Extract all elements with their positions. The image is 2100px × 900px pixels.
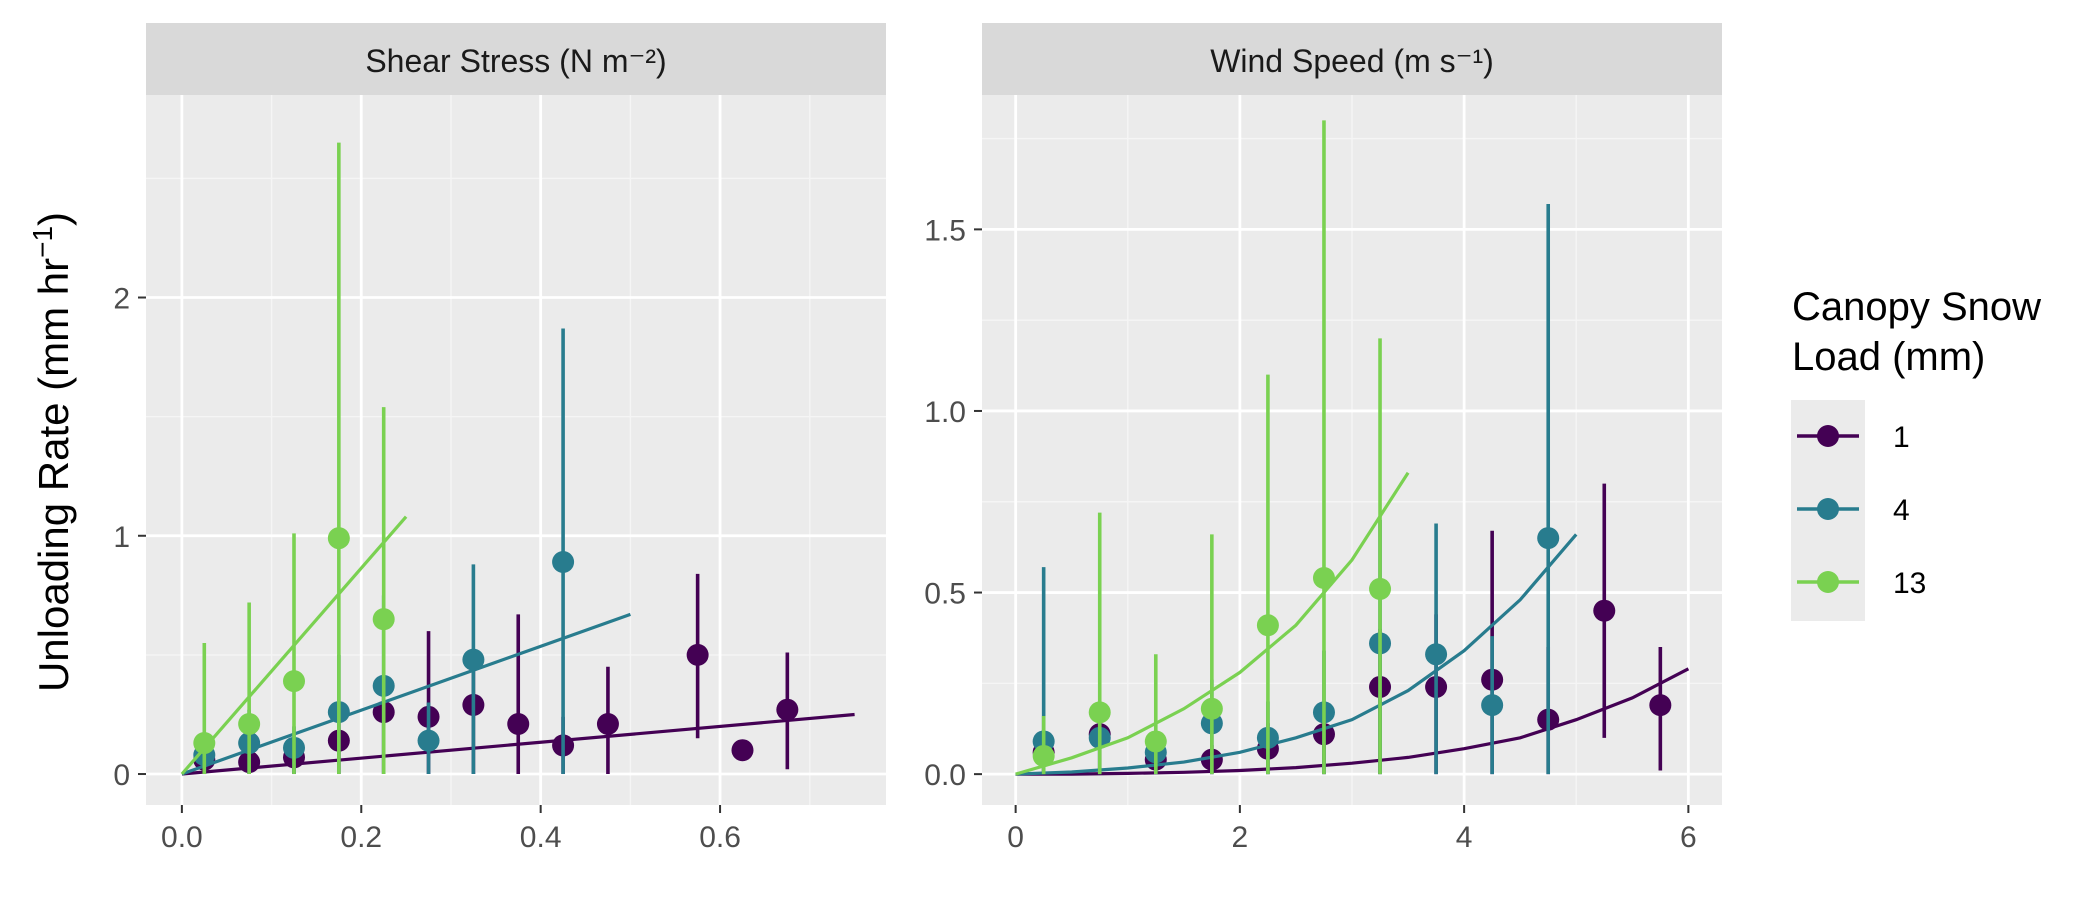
y-tick-label: 1.0 xyxy=(924,396,966,429)
x-tick-label: 6 xyxy=(1680,821,1697,854)
y-tick-label: 0 xyxy=(113,759,130,792)
data-point xyxy=(1537,527,1560,550)
data-point xyxy=(552,550,575,573)
chart-panels: Shear Stress (N m⁻²)0.0 0.2 0.4 0.6012Wind … xyxy=(113,23,1722,854)
data-point xyxy=(1481,694,1504,717)
data-point xyxy=(1144,730,1167,753)
legend: Canopy Snow Load (mm) 1 4 13 xyxy=(1791,285,2041,621)
x-tick-label: 0.2 xyxy=(340,821,382,854)
legend-label: 1 xyxy=(1893,421,1910,454)
panel-title: Shear Stress (N m⁻²) xyxy=(365,43,666,79)
data-point xyxy=(776,698,799,721)
data-point xyxy=(1425,643,1448,666)
data-point xyxy=(1088,701,1111,724)
panel-1: Shear Stress (N m⁻²) 0.0 0.2 0.4 0.6 0 1 2 xyxy=(113,23,886,854)
data-point xyxy=(193,732,216,755)
fit-line-1 xyxy=(1015,667,1690,776)
data-point xyxy=(462,648,485,671)
data-point xyxy=(1200,697,1223,720)
legend-label: 13 xyxy=(1893,567,1926,600)
legend-label: 4 xyxy=(1893,494,1910,527)
legend-keys: 1 4 13 xyxy=(1797,421,1926,600)
panel-strip xyxy=(146,23,886,95)
data-point xyxy=(1593,599,1616,622)
legend-key-point xyxy=(1817,425,1839,447)
fit-line-4 xyxy=(1015,533,1578,776)
y-axis-title-main: Unloading Rate (mm hr xyxy=(30,258,77,692)
y-tick-label: 1 xyxy=(113,521,130,554)
legend-title-line2: Load (mm) xyxy=(1792,335,1985,379)
series-13 xyxy=(180,142,408,776)
x-tick-label: 0.6 xyxy=(699,821,741,854)
legend-key-point xyxy=(1817,498,1839,520)
panel-2: Wind Speed (m s⁻¹) 0 2 4 6 0.0 0.5 1.0 1.5 xyxy=(924,23,1722,854)
data-point xyxy=(372,608,395,631)
legend-title-line1: Canopy Snow xyxy=(1792,285,2041,329)
legend-key-point xyxy=(1817,571,1839,593)
y-tick-label: 0.0 xyxy=(924,759,966,792)
data-point xyxy=(283,670,305,693)
data-point xyxy=(327,527,350,550)
y-axis-title: Unloading Rate (mm hr−1) xyxy=(27,212,77,692)
data-point xyxy=(417,729,440,752)
panel-title: Wind Speed (m s⁻¹) xyxy=(1210,43,1494,79)
data-point xyxy=(731,739,754,762)
panel-background xyxy=(146,95,886,805)
x-tick-label: 0.4 xyxy=(520,821,562,854)
panel-strip xyxy=(982,23,1722,95)
x-tick-label: 4 xyxy=(1456,821,1473,854)
data-point xyxy=(507,712,530,735)
data-point xyxy=(596,712,619,735)
data-point xyxy=(1032,744,1055,767)
y-tick-label: 0.5 xyxy=(924,578,966,611)
data-point xyxy=(1369,577,1392,600)
x-tick-label: 0.0 xyxy=(161,821,203,854)
data-point xyxy=(1649,694,1672,717)
x-tick-label: 0 xyxy=(1007,821,1024,854)
y-axis-title-exponent: −1 xyxy=(27,226,58,258)
data-point xyxy=(1312,567,1335,590)
y-axis-title-close: ) xyxy=(30,212,77,226)
series-13 xyxy=(1015,120,1410,776)
x-tick-label: 2 xyxy=(1232,821,1249,854)
data-point xyxy=(1256,614,1279,637)
y-tick-label: 2 xyxy=(113,283,130,316)
data-point xyxy=(686,643,709,666)
y-tick-label: 1.5 xyxy=(924,214,966,247)
data-point xyxy=(238,712,261,735)
